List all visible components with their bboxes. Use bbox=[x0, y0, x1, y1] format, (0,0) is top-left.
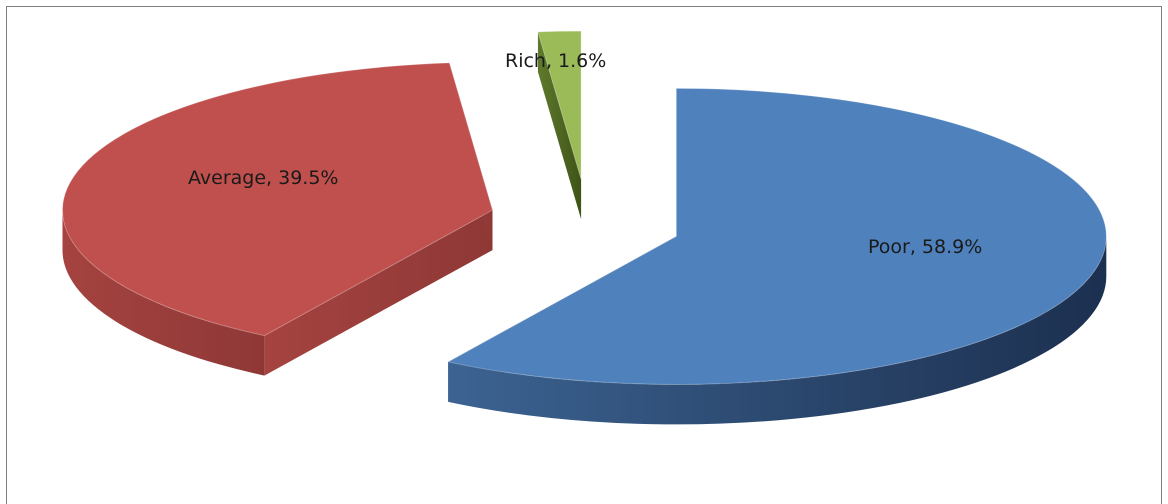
pie-slice-average bbox=[62, 63, 492, 376]
data-label-average: Average, 39.5% bbox=[188, 167, 338, 189]
pie-slice-poor bbox=[448, 88, 1106, 424]
data-label-rich: Rich, 1.6% bbox=[505, 50, 606, 72]
data-label-poor: Poor, 58.9% bbox=[868, 236, 982, 258]
